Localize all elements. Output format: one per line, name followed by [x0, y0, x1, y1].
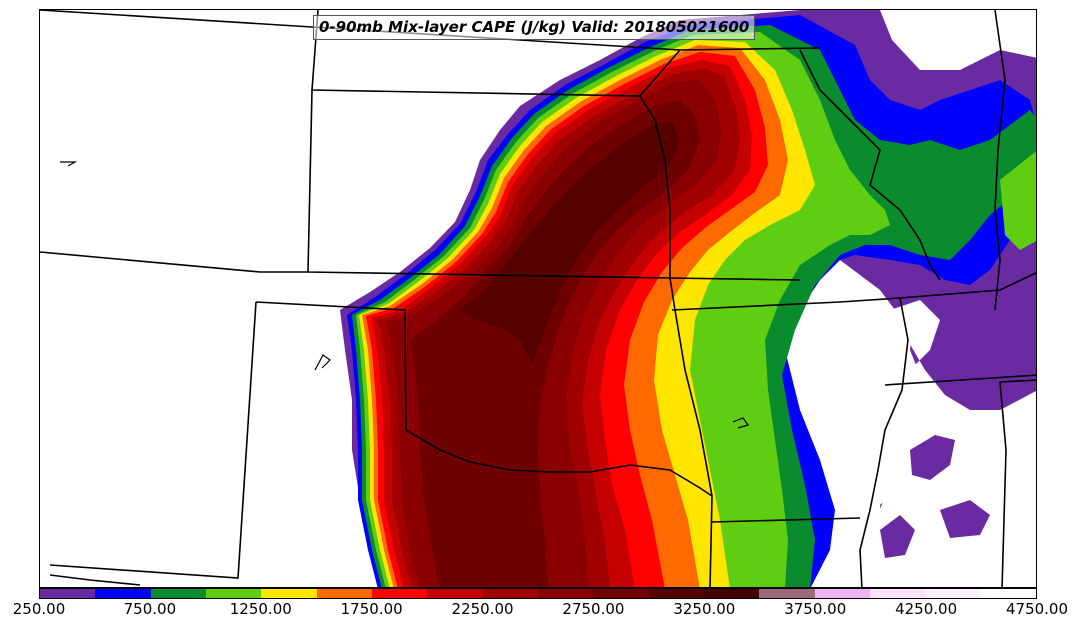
boundary-east-states	[884, 10, 1036, 587]
lake-nm	[314, 354, 331, 371]
colorbar-swatch	[427, 589, 483, 598]
colorbar-swatch	[150, 589, 206, 598]
map-frame	[39, 9, 1037, 588]
colorbar-swatch	[261, 589, 317, 598]
boundary-nm-west	[49, 301, 257, 579]
colorbar-swatch	[648, 589, 704, 598]
boundary-oklahoma-texas	[405, 429, 713, 497]
colorbar-swatch	[95, 589, 151, 598]
colorbar-swatch	[759, 589, 815, 598]
colorbar-swatch	[980, 589, 1036, 598]
colorbar-tick-label: 750.00	[123, 600, 177, 618]
colorbar-swatch	[371, 589, 428, 598]
boundary-missouri-east	[799, 49, 941, 281]
colorbar-tick-label: 3250.00	[673, 600, 736, 618]
cape-contours	[340, 10, 1036, 587]
map-title: 0-90mb Mix-layer CAPE (J/kg) Valid: 2018…	[313, 15, 756, 40]
lake-oklahoma	[732, 417, 749, 429]
boundary-south-texas	[49, 574, 141, 586]
colorbar	[39, 588, 1037, 599]
colorbar-swatch	[316, 589, 372, 598]
cape-map	[40, 10, 1036, 587]
colorbar-tick-label: 2250.00	[451, 600, 514, 618]
colorbar-swatch	[593, 589, 649, 598]
colorbar-swatch	[869, 589, 926, 598]
colorbar-tick-label: 4250.00	[895, 600, 958, 618]
colorbar-swatch	[40, 589, 96, 598]
cape-contour-3000	[460, 122, 680, 365]
colorbar-swatch	[537, 589, 594, 598]
colorbar-tick-labels: 250.00 750.00 1250.00 1750.00 2250.00 2750.00…	[0, 600, 1081, 624]
colorbar-tick-label: 3750.00	[784, 600, 847, 618]
boundary-arkansas-south	[711, 517, 861, 523]
boundary-mississippi	[859, 297, 909, 587]
colorbar-swatch	[703, 589, 760, 598]
colorbar-swatch	[482, 589, 538, 598]
lake-west	[60, 161, 78, 167]
colorbar-tick-label: 1250.00	[229, 600, 292, 618]
cape-cells-northeast	[1000, 151, 1036, 250]
colorbar-tick-label: 250.00	[12, 600, 66, 618]
state-boundaries	[40, 10, 1036, 587]
colorbar-tick-label: 4750.00	[1005, 600, 1069, 618]
lakes	[60, 161, 749, 429]
colorbar-swatch	[205, 589, 262, 598]
boundary-missouri-west	[639, 95, 713, 587]
boundary-nm-colorado	[255, 301, 407, 431]
boundary-nebraska-kansas	[307, 89, 801, 281]
colorbar-swatch	[814, 589, 870, 598]
colorbar-swatch	[925, 589, 981, 598]
cape-cells-east-2	[880, 435, 990, 558]
colorbar-tick-label: 1750.00	[340, 600, 403, 618]
boundary-colorado	[40, 251, 308, 273]
colorbar-tick-label: 2750.00	[562, 600, 625, 618]
